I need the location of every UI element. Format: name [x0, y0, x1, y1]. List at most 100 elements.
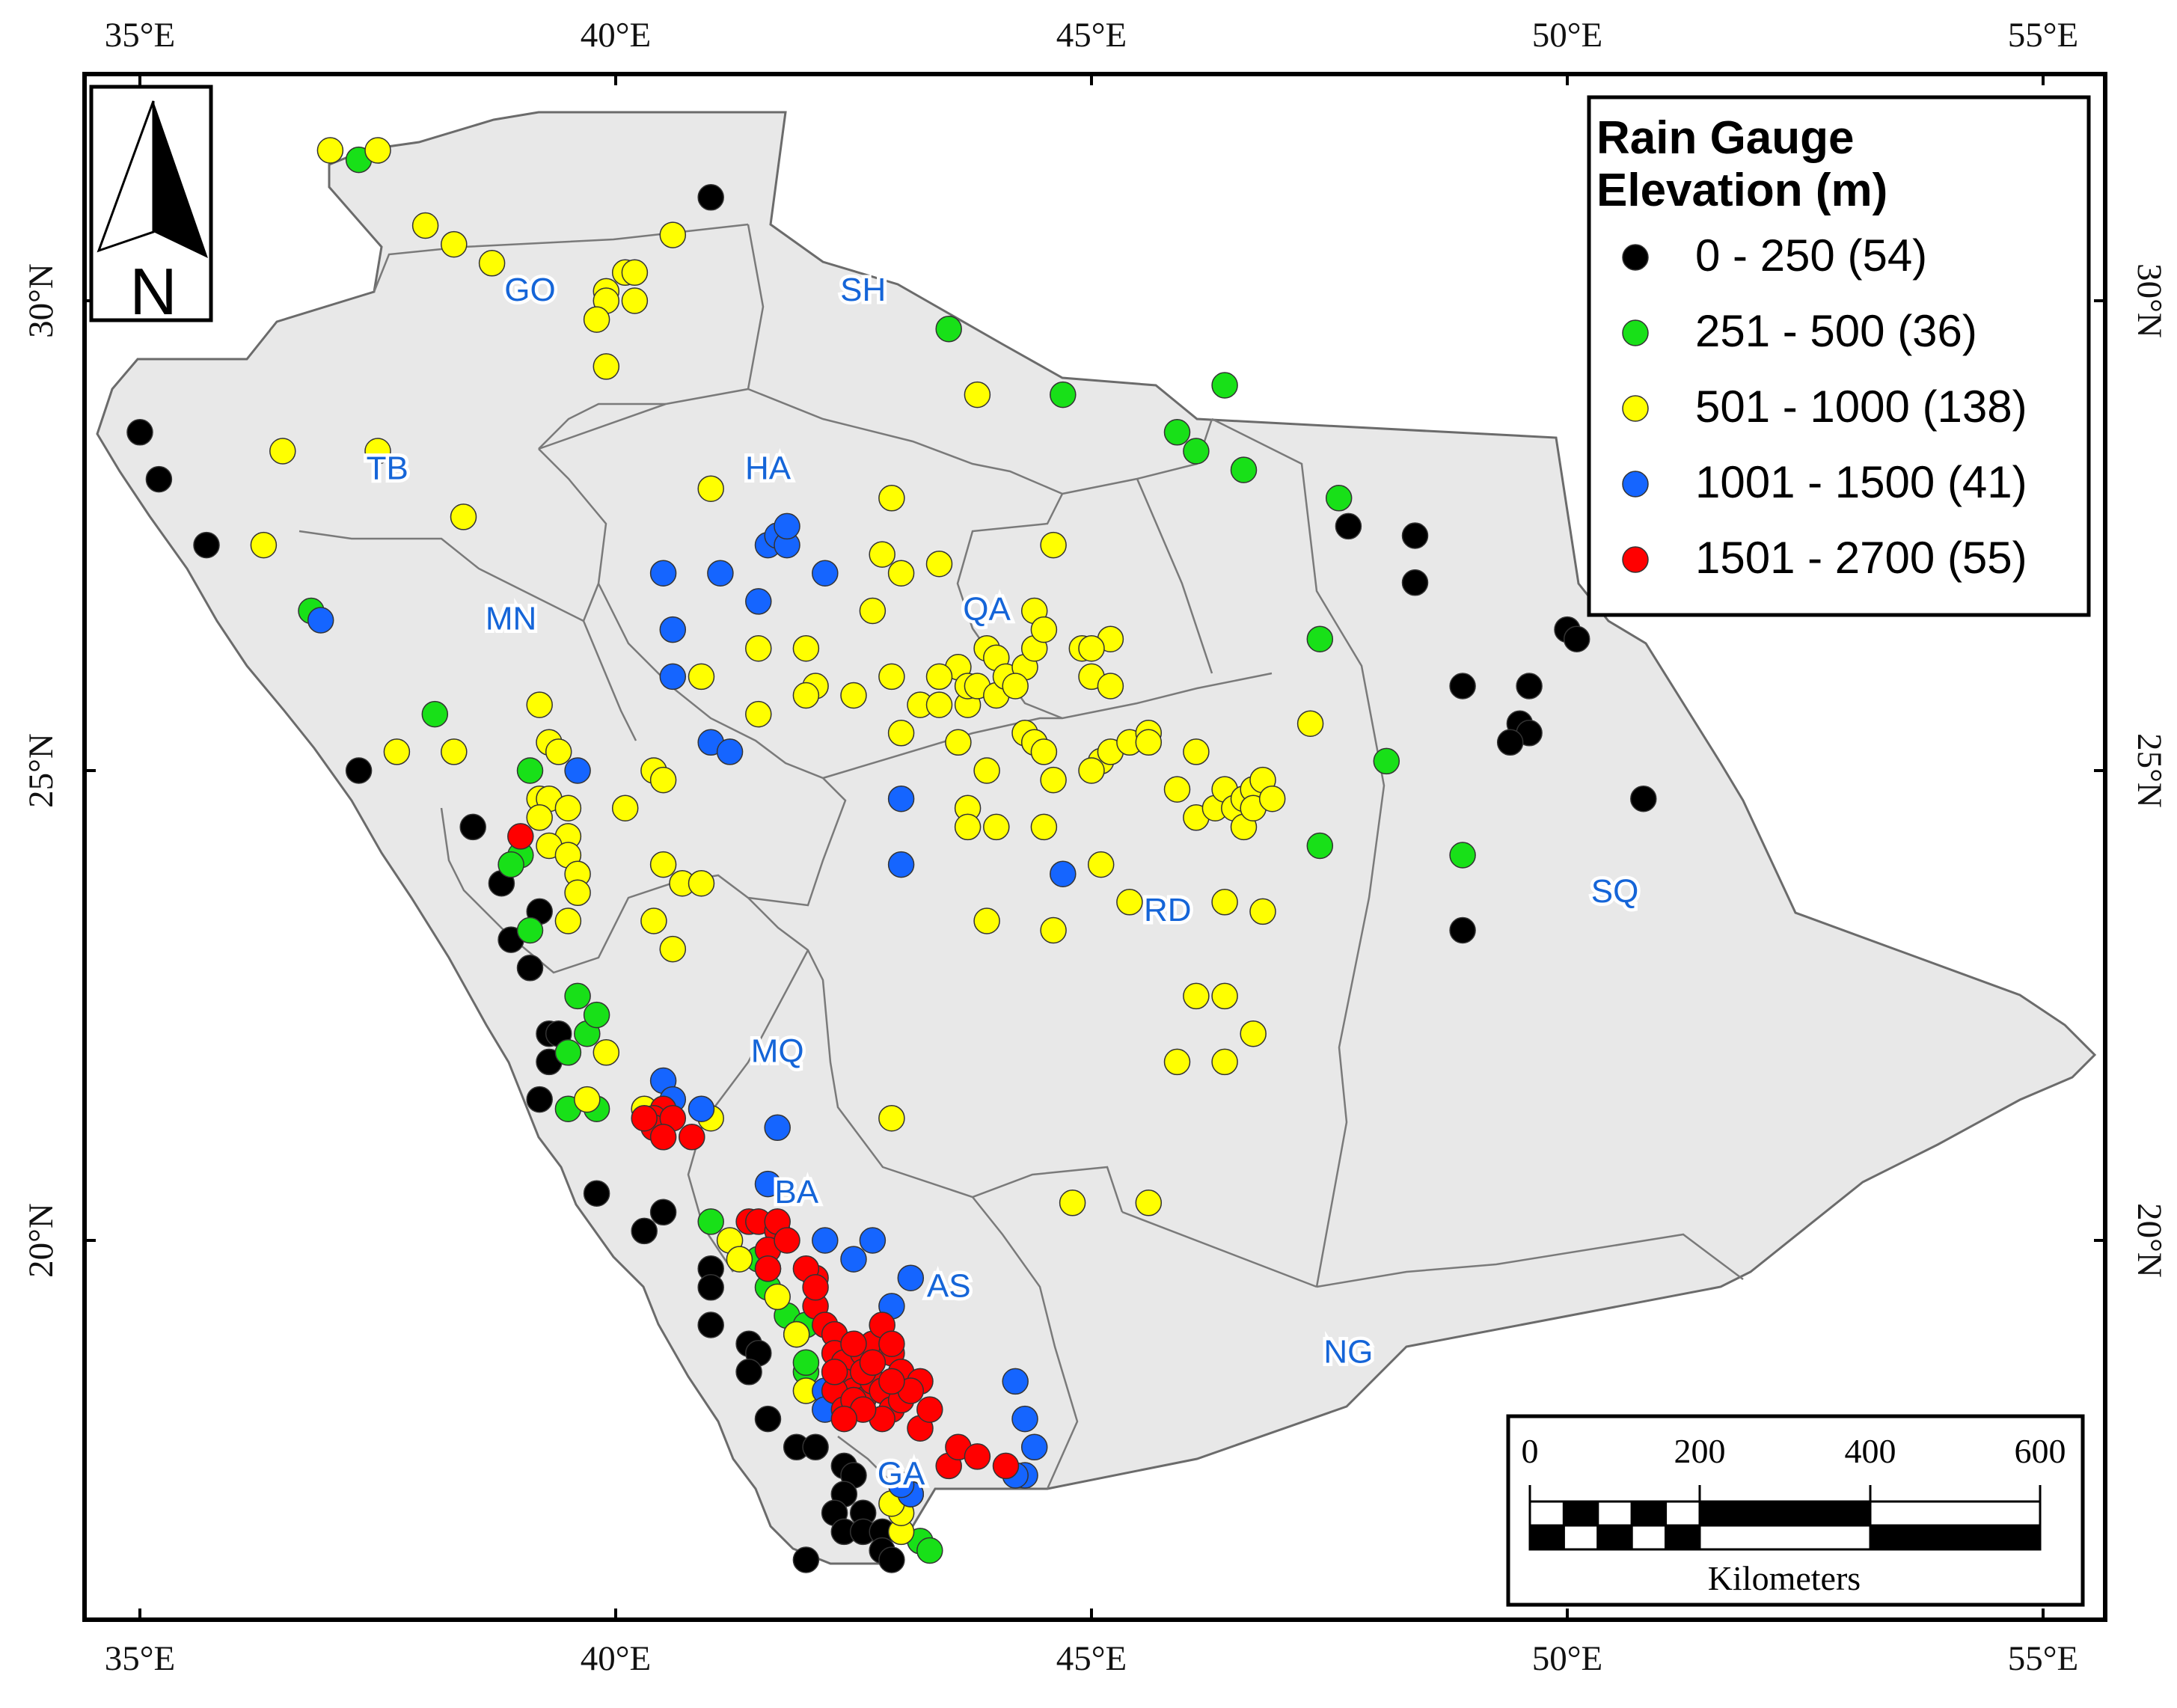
rain-gauge-marker [1249, 898, 1276, 925]
rain-gauge-marker [364, 438, 391, 465]
legend-title-line1: Rain Gauge [1596, 112, 1855, 164]
region-label-ga: GA [878, 1456, 925, 1493]
rain-gauge-marker [316, 137, 344, 164]
rain-gauge-marker [792, 634, 820, 662]
legend-swatch [1622, 546, 1649, 573]
rain-gauge-marker [459, 813, 486, 841]
rain-gauge-marker [821, 1359, 848, 1386]
legend-item-label: 251 - 500 (36) [1695, 306, 1977, 356]
rain-gauge-marker [659, 221, 687, 248]
region-label-as: AS [927, 1267, 971, 1304]
rain-gauge-marker [126, 419, 153, 446]
rain-gauge-marker [478, 250, 506, 277]
rain-gauge-marker [754, 1170, 782, 1198]
rain-gauge-marker [1449, 842, 1476, 869]
rain-gauge-marker [878, 1104, 905, 1132]
rain-gauge-marker [925, 691, 953, 718]
rain-gauge-marker [887, 720, 915, 747]
rain-gauge-marker [526, 1086, 553, 1113]
scale-block [1698, 1524, 1872, 1551]
rain-gauge-marker [726, 1246, 753, 1273]
rain-gauge-marker [869, 541, 895, 568]
rain-gauge-marker [1211, 982, 1238, 1010]
rain-gauge-marker [754, 1405, 782, 1433]
rain-gauge-marker [688, 1095, 715, 1122]
rain-gauge-marker [1258, 785, 1286, 812]
rain-gauge-marker [812, 1227, 839, 1254]
rain-gauge-marker [1211, 1048, 1238, 1076]
rain-gauge-marker [659, 935, 687, 963]
rain-gauge-marker [878, 485, 905, 512]
lon-label-top: 40°E [581, 16, 652, 55]
rain-gauge-marker [145, 465, 173, 493]
rain-gauge-marker [964, 381, 991, 408]
rain-gauge-marker [859, 1349, 887, 1377]
lon-label-bottom: 55°E [2008, 1639, 2079, 1678]
scale-unit: Kilometers [1708, 1559, 1861, 1597]
north-arrow-label: N [129, 254, 177, 328]
lat-label-right: 30°N [2130, 263, 2169, 338]
rain-gauge-marker [516, 757, 544, 784]
rain-gauge-marker [564, 757, 591, 784]
rain-gauge-marker [583, 1001, 610, 1029]
rain-gauge-marker [507, 823, 534, 850]
rain-gauge-marker [631, 1104, 658, 1132]
rain-gauge-marker [545, 738, 572, 765]
rain-gauge-marker [897, 1264, 925, 1291]
scale-block [1630, 1524, 1668, 1551]
rain-gauge-marker [497, 851, 524, 878]
lon-label-bottom: 40°E [581, 1639, 652, 1678]
rain-gauge-marker [1135, 729, 1163, 756]
rain-gauge-marker [1401, 569, 1429, 596]
rain-gauge-marker [916, 1537, 943, 1564]
rain-gauge-marker [1373, 747, 1400, 775]
region-label-rd: RD [1144, 892, 1192, 928]
rain-gauge-marker [688, 869, 715, 897]
rain-gauge-marker [792, 1349, 820, 1377]
rain-gauge-marker [364, 137, 391, 164]
rain-gauge-marker [840, 682, 867, 709]
rain-gauge-marker [1040, 766, 1067, 794]
legend-item-label: 1501 - 2700 (55) [1695, 533, 2027, 583]
legend-item-label: 0 - 250 (54) [1695, 230, 1927, 281]
rain-gauge-marker [1078, 757, 1105, 784]
rain-gauge-marker [1030, 813, 1058, 841]
rain-gauge-marker [887, 560, 915, 587]
rain-gauge-marker [421, 700, 449, 728]
rain-gauge-marker [1325, 485, 1353, 512]
rain-gauge-marker [1163, 776, 1191, 803]
region-label-mq: MQ [751, 1032, 804, 1069]
rain-gauge-marker [983, 813, 1010, 841]
scale-block [1562, 1524, 1599, 1551]
rain-gauge-marker [593, 353, 620, 380]
rain-gauge-marker [640, 907, 667, 934]
rain-gauge-marker [574, 1086, 601, 1113]
rain-gauge-marker [1040, 916, 1067, 944]
region-label-ba: BA [774, 1174, 818, 1210]
rain-gauge-marker [659, 616, 687, 643]
rain-gauge-marker [859, 597, 887, 625]
rain-gauge-marker [1030, 616, 1058, 643]
region-label-sq: SQ [1591, 873, 1639, 910]
rain-gauge-marker [611, 795, 639, 821]
rain-gauge-marker [649, 766, 677, 794]
rain-gauge-marker [649, 560, 677, 587]
rain-gauge-marker [649, 1199, 677, 1226]
lon-label-bottom: 35°E [105, 1639, 176, 1678]
rain-gauge-marker [792, 682, 820, 709]
rain-gauge-marker [554, 907, 582, 934]
rain-gauge-marker [697, 1274, 724, 1301]
scale-label-200: 200 [1674, 1432, 1726, 1470]
rain-gauge-marker [1296, 710, 1324, 737]
rain-gauge-marker [697, 475, 724, 502]
rain-gauge-marker [679, 1124, 705, 1151]
rain-gauge-marker [783, 1320, 810, 1348]
region-label-qa: QA [963, 591, 1011, 628]
rain-gauge-marker [1516, 673, 1543, 700]
rain-gauge-marker [688, 663, 715, 691]
rain-gauge-marker [745, 700, 772, 728]
graticule-ticks: 35°E 35°E 40°E 40°E 45°E 45°E 50°E 50°E 55°E 55°E… [22, 16, 2169, 1678]
rain-gauge-marker [516, 955, 544, 982]
rain-gauge-marker [935, 315, 962, 343]
rain-gauge-marker [1401, 522, 1429, 549]
